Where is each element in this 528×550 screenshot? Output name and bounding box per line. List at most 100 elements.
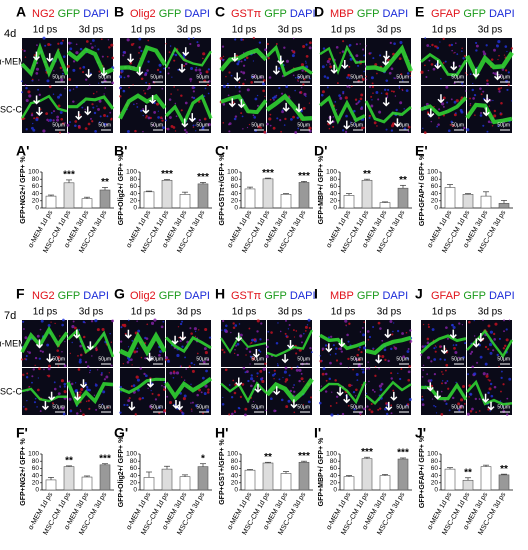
nucleus: [482, 372, 486, 376]
scale-bar-label: 50μm: [196, 122, 209, 128]
nucleus: [496, 44, 499, 48]
nucleus: [88, 371, 91, 374]
nucleus: [94, 45, 96, 47]
nucleus: [119, 411, 122, 414]
nucleus: [469, 73, 472, 76]
nucleus: [502, 383, 505, 386]
nucleus: [272, 126, 276, 130]
nucleus: [273, 372, 277, 376]
nucleus: [60, 379, 64, 383]
arrow: [493, 71, 502, 81]
nucleus: [283, 124, 286, 126]
nucleus: [84, 108, 87, 111]
nucleus: [32, 128, 36, 132]
arrow: [482, 393, 490, 403]
chart-label: J': [415, 425, 426, 441]
nucleus: [508, 319, 511, 321]
nucleus: [25, 86, 28, 90]
nucleus: [110, 364, 113, 367]
nucleus: [484, 362, 488, 366]
timepoint: 3d ps: [278, 25, 302, 36]
arrow: [338, 338, 346, 348]
nucleus: [323, 75, 327, 78]
nucleus: [348, 65, 351, 68]
stain: GFP: [264, 8, 287, 20]
nucleus: [426, 44, 430, 47]
panel-label: J: [415, 286, 423, 302]
nucleus: [227, 86, 230, 89]
condition-label: α-MEM: [0, 56, 26, 66]
nucleus: [403, 108, 405, 110]
nucleus: [190, 362, 193, 365]
bar: [298, 182, 310, 209]
nucleus: [107, 406, 109, 409]
nucleus: [321, 90, 325, 94]
nucleus: [126, 130, 130, 134]
nucleus: [303, 92, 307, 96]
nucleus: [252, 379, 255, 383]
nucleus: [428, 59, 431, 62]
nucleus: [120, 390, 122, 393]
nucleus: [449, 123, 452, 126]
nucleus: [380, 382, 384, 386]
nucleus: [383, 348, 387, 352]
micrograph: 50μm: [365, 319, 413, 368]
nucleus: [390, 372, 393, 375]
gfp-signal: [66, 47, 114, 77]
nucleus: [249, 343, 251, 345]
nucleus: [365, 45, 367, 47]
nucleus: [188, 365, 191, 368]
nucleus: [170, 93, 172, 95]
nucleus: [345, 324, 347, 327]
gfp-signal: [265, 377, 314, 404]
nucleus: [57, 42, 60, 45]
nucleus: [485, 374, 489, 378]
nucleus: [400, 368, 403, 370]
nucleus: [236, 353, 239, 357]
nucleus: [230, 74, 233, 77]
nucleus: [478, 398, 481, 400]
nucleus: [147, 60, 150, 63]
nucleus: [341, 129, 345, 132]
nucleus: [304, 325, 308, 329]
nucleus: [103, 93, 105, 95]
nucleus: [82, 413, 85, 417]
nucleus: [79, 391, 82, 394]
nucleus: [377, 321, 381, 325]
micrograph: 50μm: [164, 37, 212, 87]
panel-label: B: [114, 4, 124, 20]
nucleus: [92, 92, 95, 95]
nucleus: [494, 72, 498, 76]
chart-label: C': [215, 143, 228, 159]
nucleus: [275, 342, 279, 345]
arrow: [336, 387, 344, 397]
nucleus: [260, 76, 263, 79]
chart-label: A': [16, 143, 29, 159]
nucleus: [90, 42, 92, 45]
nucleus: [144, 73, 147, 77]
nucleus: [89, 117, 92, 120]
nucleus: [353, 123, 356, 125]
nucleus: [228, 123, 231, 126]
nucleus: [39, 328, 42, 331]
significance: **: [264, 452, 272, 463]
nucleus: [163, 385, 166, 388]
nucleus: [508, 377, 512, 381]
nucleus: [497, 58, 499, 61]
nucleus: [158, 63, 162, 67]
nucleus: [207, 68, 211, 71]
scale-bar-label: 50μm: [150, 122, 163, 128]
micrograph: 50μm: [119, 318, 168, 367]
nucleus: [224, 368, 228, 372]
nucleus: [64, 340, 66, 343]
y-tick-label: 0: [333, 487, 337, 494]
nucleus: [69, 47, 73, 51]
arrow: [252, 348, 260, 359]
nucleus: [452, 124, 455, 128]
scale-bar-label: 50μm: [396, 74, 409, 80]
nucleus: [345, 114, 348, 118]
nucleus: [279, 119, 282, 122]
nucleus: [468, 320, 471, 324]
nucleus: [95, 408, 98, 411]
nucleus: [444, 369, 447, 372]
